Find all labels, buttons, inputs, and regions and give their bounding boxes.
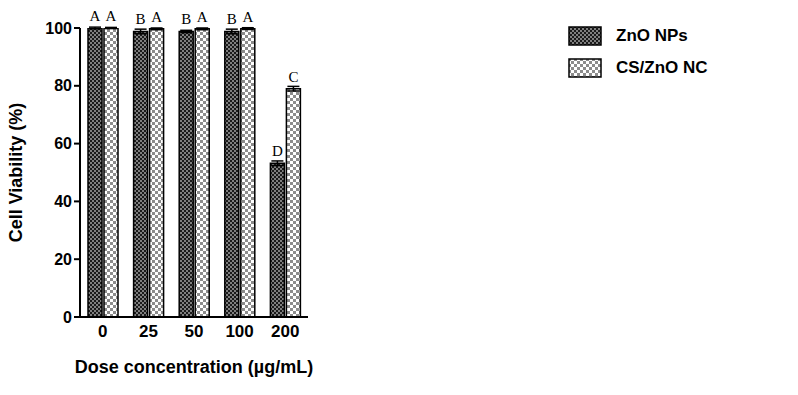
svg-text:A: A [90,8,101,24]
svg-text:0: 0 [63,309,72,326]
svg-text:A: A [242,9,253,25]
html-text:CS/ZnO NC: CS/ZnO NC [616,58,708,77]
svg-text:80: 80 [54,77,72,94]
svg-text:B: B [136,11,146,27]
html-text:ZnO NPs: ZnO NPs [616,26,688,45]
svg-text:60: 60 [54,135,72,152]
svg-text:50: 50 [185,322,204,341]
svg-text:B: B [181,11,191,27]
svg-text:200: 200 [271,322,299,341]
svg-text:D: D [272,143,283,159]
svg-text:0: 0 [98,322,107,341]
svg-text:A: A [106,8,117,24]
svg-text:Dose concentration (µg/mL): Dose concentration (µg/mL) [75,357,313,377]
svg-text:20: 20 [54,251,72,268]
svg-text:100: 100 [45,20,72,37]
svg-text:A: A [197,9,208,25]
svg-text:25: 25 [139,322,158,341]
svg-text:Cell Viability (%): Cell Viability (%) [8,103,26,243]
svg-text:C: C [288,69,298,85]
svg-text:A: A [151,9,162,25]
svg-text:40: 40 [54,193,72,210]
svg-text:100: 100 [225,322,253,341]
svg-text:B: B [227,11,237,27]
